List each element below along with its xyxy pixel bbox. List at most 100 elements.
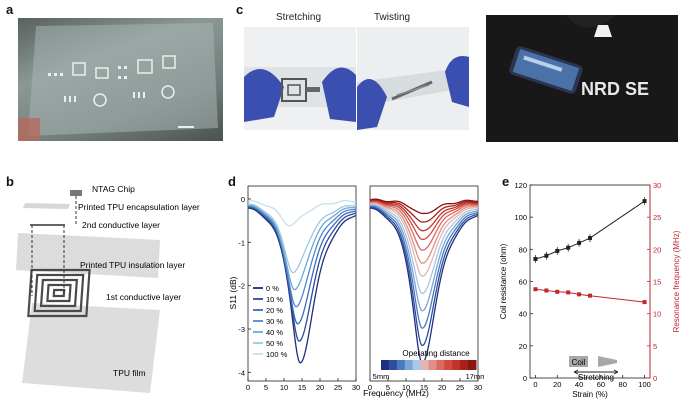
twisting-caption: Twisting [374,12,411,23]
photo-twisting [357,27,469,130]
e-x-tick-label: 60 [597,380,605,389]
x-tick-label: 0 [246,383,250,392]
label-1st-conductive: 1st conductive layer [106,292,181,302]
colorbar-segment [420,360,429,370]
s11-charts: S11 (dB) Frequency (MHz) 0 5 10 15 20 25 30 0 -1… [228,185,484,398]
series-line-4 [247,204,357,291]
d-ylabel: S11 (dB) [228,276,238,309]
e-point [642,199,647,204]
photo-printed-film [18,18,223,141]
e-yr-tick-label: 10 [653,310,661,319]
e-series-line-0 [535,200,645,260]
x-tick-label: 30 [474,383,482,392]
colorbar-segment [404,360,414,370]
y-tick-label: -4 [238,368,245,377]
panel-b-label: b [6,174,14,189]
label-ntag-chip: NTAG Chip [92,184,135,194]
coil-swatch [569,356,588,367]
panel-e-label: e [502,174,510,189]
x-tick-label: 30 [352,383,360,392]
e-xlabel: Strain (%) [572,390,608,399]
e-point [566,290,571,295]
stretching-caption: Stretching [276,12,322,23]
series-line-1 [247,206,357,342]
label-tpu-film: TPU film [113,368,146,378]
legend-label: 50 % [266,339,283,348]
legend-label: 100 % [266,350,288,359]
legend-label: 10 % [266,295,283,304]
e-point [533,287,538,292]
x-tick-label: 10 [402,383,410,392]
colorbar-segment [428,360,437,370]
coil-label: Coil [572,358,586,367]
e-stretching-label: Stretching [578,373,614,382]
e-yr-tick-label: 0 [653,374,657,383]
x-tick-label: 5 [386,383,390,392]
colorbar-segment [388,360,398,370]
e-point [577,240,582,245]
ntag-chip-shape [70,190,82,196]
stretching-illustration [244,67,356,122]
panel-d-label: d [228,174,236,189]
e-yl-tick-label: 80 [519,245,527,254]
series-line-5 [369,202,479,277]
e-yl-tick-label: 40 [519,310,527,319]
colorbar-segment [452,360,461,370]
panel-a-label: a [6,2,14,17]
legend-label: 30 % [266,317,283,326]
label-insulation: Printed TPU insulation layer [80,260,185,270]
e-plot-frame [529,184,651,379]
colorbar-title: Operating distance [402,349,470,358]
e-yr-tick-label: 20 [653,245,661,254]
x-tick-label: 25 [334,383,342,392]
x-tick-label: 10 [280,383,288,392]
series-line-6 [247,199,357,227]
x-tick-label: 5 [264,383,268,392]
e-x-tick-label: 0 [533,380,537,389]
stretched-coil-swatch [598,356,617,367]
e-point [555,248,560,253]
layer-stack-diagram: NTAG Chip Printed TPU encapsulation laye… [16,184,200,393]
series-line-3 [247,205,357,308]
e-ylabel-right: Resonance frequency (MHz) [672,230,681,332]
legend-label: 40 % [266,328,283,337]
series-line-2 [247,205,357,325]
twisting-illustration [357,56,469,130]
colorbar-max: 17mm [466,372,484,381]
tshirt-illustration: NRD SE [486,15,678,142]
e-yl-tick-label: 0 [523,374,527,383]
insulation-layer [16,233,160,278]
series-line-8 [369,200,479,241]
e-x-tick-label: 20 [553,380,561,389]
photo-tshirt-phone: NRD SE [486,15,678,142]
e-point [566,245,571,250]
y-tick-label: -1 [238,238,245,247]
colorbar-segment [396,360,406,370]
e-x-tick-label: 40 [575,380,583,389]
colorbar-segment [460,360,469,370]
e-yr-tick-label: 15 [653,278,661,287]
colorbar-segment [436,360,445,370]
e-point [642,300,647,305]
e-yr-tick-label: 25 [653,213,661,222]
series-line-7 [369,200,479,251]
series-line-0 [369,207,479,364]
strain-chart: 0 20 40 60 80 100020406080100120051015202530C… [499,181,681,399]
colorbar-segment [381,360,390,370]
series-line-11 [369,198,479,215]
e-yl-tick-label: 100 [514,213,527,222]
series-line-5 [247,203,357,274]
photo-stretching [244,27,356,130]
e-point [544,288,549,293]
e-point [588,293,592,298]
series-line-4 [369,203,479,295]
x-tick-label: 0 [368,383,372,392]
d-left-plot: 0 5 10 15 20 25 30 0 -1 -2 -3 -4 0 % 10 % 20 % 30 % 40 %… [238,185,360,392]
e-yl-tick-label: 20 [519,342,527,351]
series-line-10 [369,199,479,223]
series-line-6 [369,201,479,264]
x-tick-label: 20 [438,383,446,392]
e-point [555,289,560,294]
series-line-2 [369,205,479,329]
y-tick-label: -2 [238,282,245,291]
